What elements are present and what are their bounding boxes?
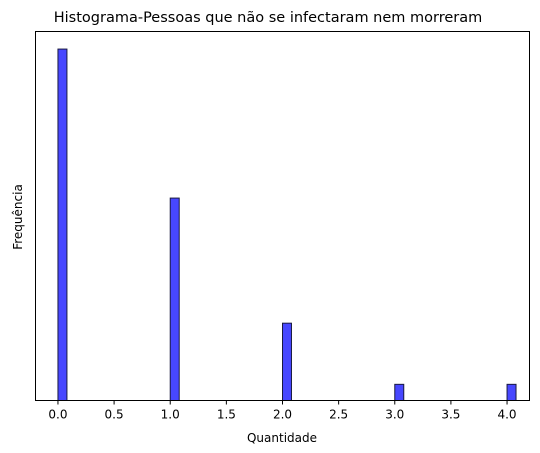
x-tick-label: 0.5 (105, 408, 124, 422)
histogram-bar (282, 322, 292, 401)
x-ticks: 0.0 0.5 1.0 1.5 2.0 2.5 3.0 3.5 4.0 (48, 400, 517, 422)
histogram-bar (169, 197, 180, 401)
x-tick-label: 0.0 (48, 408, 67, 422)
histogram-bar (506, 383, 517, 402)
x-tick-label: 3.0 (385, 408, 404, 422)
x-axis-label: Quantidade (247, 431, 317, 445)
x-tick-label: 1.0 (161, 408, 180, 422)
x-tick-label: 2.5 (329, 408, 348, 422)
x-tick-label: 4.0 (497, 408, 516, 422)
bars-group (57, 48, 517, 402)
x-tick-label: 3.5 (441, 408, 460, 422)
x-tick-label: 2.0 (273, 408, 292, 422)
histogram-bar (394, 383, 405, 402)
plot-frame (35, 31, 530, 401)
chart-title: Histograma-Pessoas que não se infectaram… (54, 10, 483, 26)
x-tick-label: 1.5 (217, 408, 236, 422)
y-axis-label: Frequência (11, 184, 25, 250)
histogram-bar (57, 48, 68, 401)
